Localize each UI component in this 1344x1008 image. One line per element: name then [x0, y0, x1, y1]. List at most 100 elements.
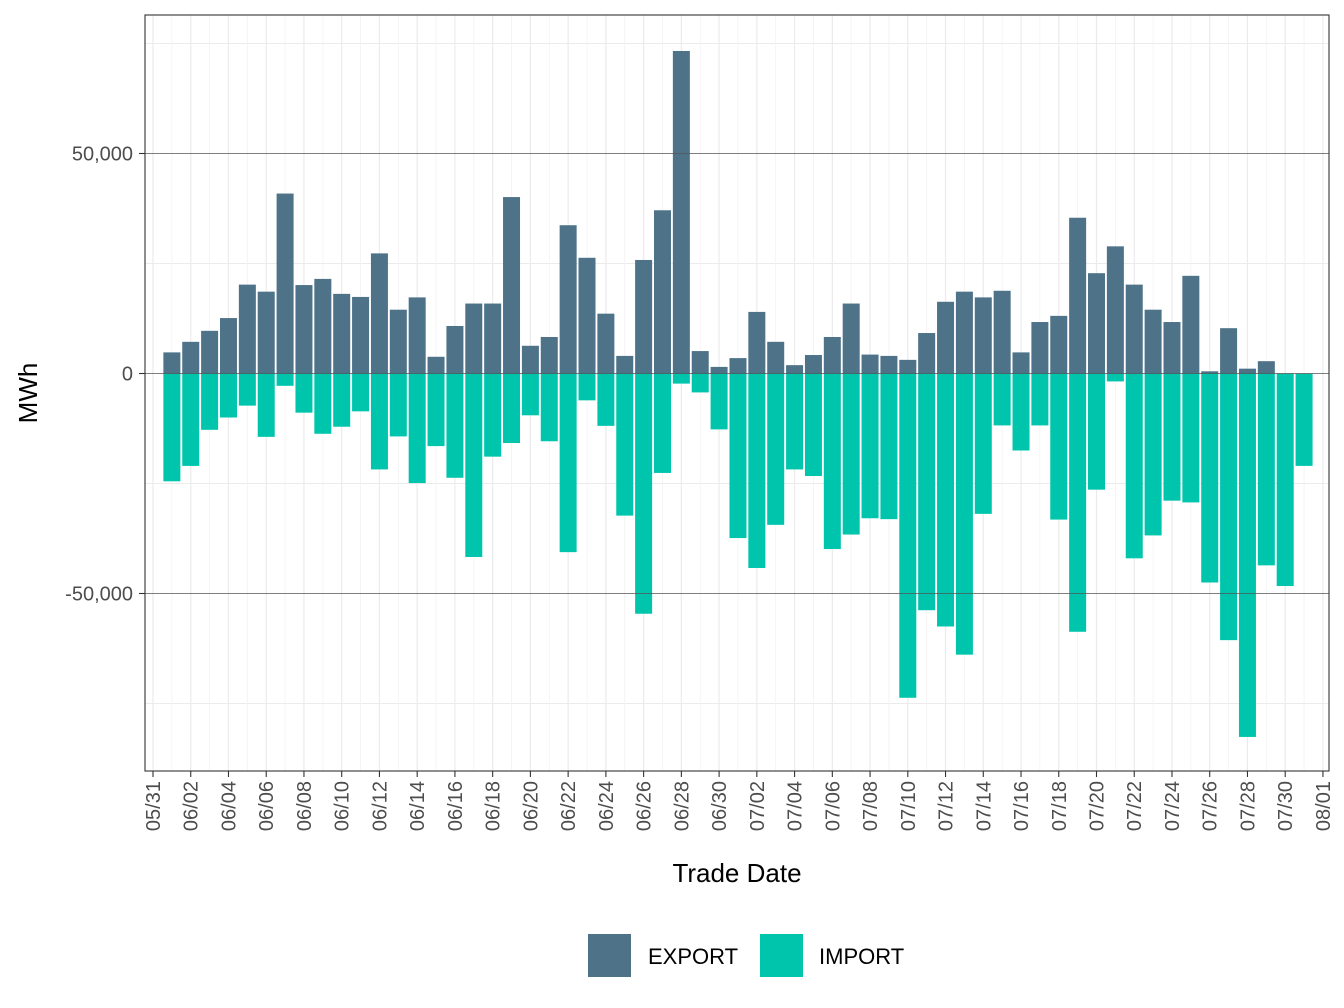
export-bar: [710, 366, 728, 374]
export-bar: [521, 345, 539, 374]
export-bar: [616, 355, 634, 374]
export-bar: [295, 285, 313, 374]
export-bar: [767, 341, 785, 374]
legend: EXPORT IMPORT: [588, 934, 904, 977]
export-bar: [597, 313, 615, 374]
y-tick-label: 50,000: [72, 144, 133, 166]
export-bar: [559, 225, 577, 374]
export-bar: [1125, 284, 1143, 374]
legend-swatch-import: [760, 934, 803, 977]
import-bar: [1201, 373, 1219, 583]
x-axis-title: Trade Date: [672, 858, 801, 888]
export-bar: [918, 333, 936, 374]
export-bar: [974, 297, 992, 374]
y-tick-label: -50,000: [65, 584, 133, 606]
export-bar: [1088, 273, 1105, 374]
x-tick-label: 07/08: [860, 781, 882, 831]
import-bar: [823, 373, 841, 550]
import-bar: [1163, 373, 1181, 501]
export-bar: [446, 325, 464, 374]
export-bar: [823, 336, 841, 374]
import-bar: [163, 373, 181, 482]
export-bar: [276, 193, 294, 374]
export-bar: [1069, 217, 1087, 374]
x-tick-label: 07/18: [1049, 781, 1071, 831]
x-tick-label: 07/04: [785, 781, 807, 831]
export-bar: [955, 291, 973, 374]
import-bar: [352, 373, 370, 412]
import-bar: [767, 373, 785, 525]
export-bar: [653, 210, 671, 374]
x-tick-label: 07/16: [1011, 781, 1033, 831]
import-bar: [955, 373, 973, 655]
export-bar: [993, 290, 1011, 374]
export-bar: [635, 259, 653, 374]
import-bar: [1295, 373, 1313, 466]
x-tick-label: 06/18: [483, 781, 505, 831]
import-bar: [1050, 373, 1068, 520]
x-tick-label: 07/12: [936, 781, 958, 831]
import-bar: [1012, 373, 1030, 451]
import-bar: [672, 373, 690, 384]
import-bar: [276, 373, 294, 386]
import-bar: [653, 373, 671, 473]
export-bar: [465, 303, 483, 374]
import-bar: [635, 373, 653, 614]
import-bar: [314, 373, 332, 434]
x-tick-label: 05/31: [143, 781, 165, 831]
import-bar: [333, 373, 351, 427]
export-bar: [540, 336, 558, 374]
import-bar: [446, 373, 464, 478]
import-bar: [1220, 373, 1238, 641]
export-bar: [1182, 275, 1200, 374]
import-bar: [1257, 373, 1275, 566]
export-bar: [484, 303, 502, 374]
export-bar: [578, 257, 596, 374]
y-axis-title: MWh: [13, 363, 43, 424]
export-bar: [182, 341, 200, 374]
y-axis: -50,000 0 50,000: [65, 144, 145, 606]
export-bar: [937, 301, 955, 374]
import-bar: [842, 373, 860, 535]
import-bar: [559, 373, 577, 553]
import-bar: [465, 373, 483, 557]
x-tick-label: 07/14: [973, 781, 995, 831]
export-bar: [729, 358, 747, 374]
export-bar: [314, 278, 332, 374]
export-bar: [201, 330, 219, 374]
import-bar: [899, 373, 917, 698]
export-bar: [1031, 322, 1049, 374]
x-tick-label: 06/14: [407, 781, 429, 831]
export-bar: [842, 303, 860, 374]
bars: [145, 50, 1329, 737]
import-bar: [937, 373, 955, 627]
x-tick-label: 08/01: [1313, 781, 1335, 831]
export-bar: [672, 50, 690, 374]
x-tick-label: 06/10: [332, 781, 354, 831]
export-bar: [427, 356, 445, 374]
import-bar: [201, 373, 219, 430]
panel-border: [144, 14, 1330, 772]
x-tick-label: 07/30: [1275, 781, 1297, 831]
export-bar: [748, 311, 766, 374]
export-bar: [503, 197, 521, 374]
export-bar: [1238, 368, 1256, 374]
export-bar: [1201, 371, 1219, 374]
import-bar: [389, 373, 407, 437]
import-bar: [974, 373, 992, 514]
y-tick-label: 0: [122, 364, 133, 386]
import-bar: [804, 373, 822, 477]
x-tick-label: 07/24: [1162, 781, 1184, 831]
import-bar: [1069, 373, 1087, 632]
import-bar: [219, 373, 237, 418]
export-bar: [880, 355, 898, 374]
export-bar: [389, 309, 407, 374]
export-bar: [1012, 352, 1030, 374]
export-bar: [786, 365, 804, 374]
x-tick-label: 07/26: [1200, 781, 1222, 831]
x-tick-label: 06/08: [294, 781, 316, 831]
x-tick-label: 06/22: [558, 781, 580, 831]
export-bar: [861, 354, 879, 374]
export-bar: [1050, 315, 1068, 374]
